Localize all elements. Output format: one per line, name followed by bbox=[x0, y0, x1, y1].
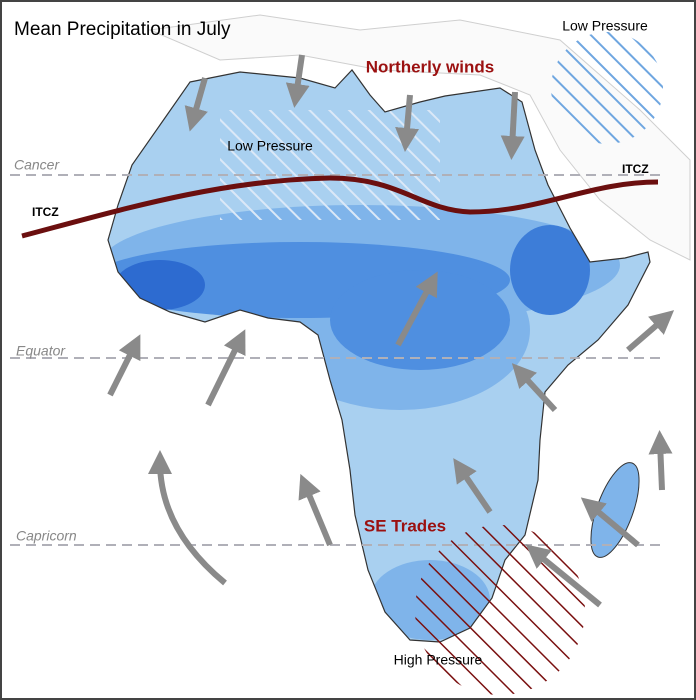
cancer-label: Cancer bbox=[14, 157, 60, 173]
itcz-label: ITCZ bbox=[622, 162, 649, 176]
low-pressure-hatch bbox=[551, 32, 663, 144]
capricorn-label: Capricorn bbox=[16, 528, 77, 544]
high-pressure-label: High Pressure bbox=[394, 652, 483, 668]
wind-arrows bbox=[107, 54, 675, 608]
se-trades-label: SE Trades bbox=[364, 516, 446, 535]
low-pressure-label: Low Pressure bbox=[562, 18, 648, 34]
map-title: Mean Precipitation in July bbox=[14, 19, 231, 40]
high-pressure-hatch bbox=[415, 525, 585, 695]
northerly-winds-label: Northerly winds bbox=[366, 57, 494, 76]
low-pressure-label: Low Pressure bbox=[227, 138, 313, 154]
itcz-line bbox=[21, 175, 659, 239]
itcz-label: ITCZ bbox=[32, 205, 59, 219]
equator-label: Equator bbox=[16, 343, 66, 359]
